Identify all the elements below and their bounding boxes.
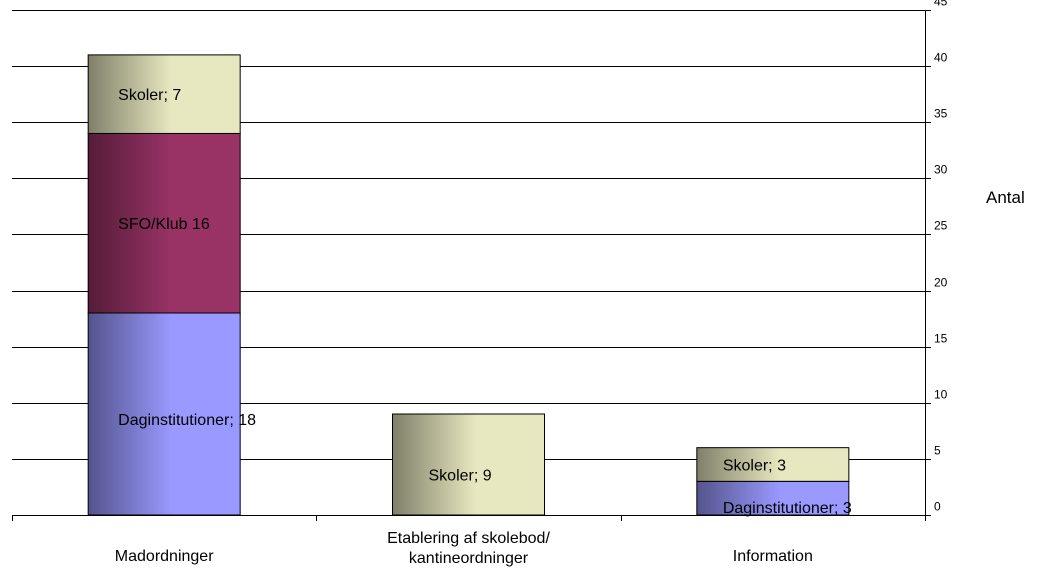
x-category-label-line: Etablering af skolebod/ [387, 530, 550, 547]
data-label: Skoler; 3 [723, 458, 786, 475]
y-tick-label: 25 [934, 219, 948, 233]
y-tick-label: 35 [934, 107, 948, 121]
data-label: SFO/Klub 16 [118, 216, 210, 233]
x-category-label-line: Madordninger [115, 548, 214, 565]
x-category-label: Madordninger [115, 548, 214, 565]
bar-segment-skoler [392, 413, 545, 516]
x-category-label-line: Information [733, 548, 813, 565]
data-label: Skoler; 9 [429, 468, 492, 485]
bar-segment-skoler [696, 447, 850, 482]
data-label: Daginstitutioner; 3 [723, 500, 852, 517]
y-tick-label: 15 [934, 332, 948, 346]
y-tick-label: 0 [934, 500, 941, 514]
x-category-label-line: kantineordninger [409, 550, 529, 567]
y-tick-label: 40 [934, 51, 948, 65]
y-tick-label: 20 [934, 276, 948, 290]
y-tick-label: 45 [934, 0, 948, 9]
labels: Madordninger Etablering af skolebod/kanti… [115, 87, 852, 567]
data-label: Skoler; 7 [118, 87, 181, 104]
bar-segment-daginstitutioner [87, 312, 241, 516]
y-axis-title: Antal [986, 188, 1025, 207]
y-tick-label: 5 [934, 444, 941, 458]
x-category-label: Etablering af skolebod/kantineordninger [387, 530, 550, 567]
axes: 0 5 10 15 20 25 30 35 40 45 [12, 0, 948, 521]
bar-segment-skoler [87, 54, 241, 134]
y-tick-label: 30 [934, 163, 948, 177]
bars [87, 54, 850, 516]
y-tick-label: 10 [934, 388, 948, 402]
x-category-label: Information [733, 548, 813, 565]
bar-segment-sfo-klub [87, 132, 241, 314]
data-label: Daginstitutioner; 18 [118, 412, 256, 429]
